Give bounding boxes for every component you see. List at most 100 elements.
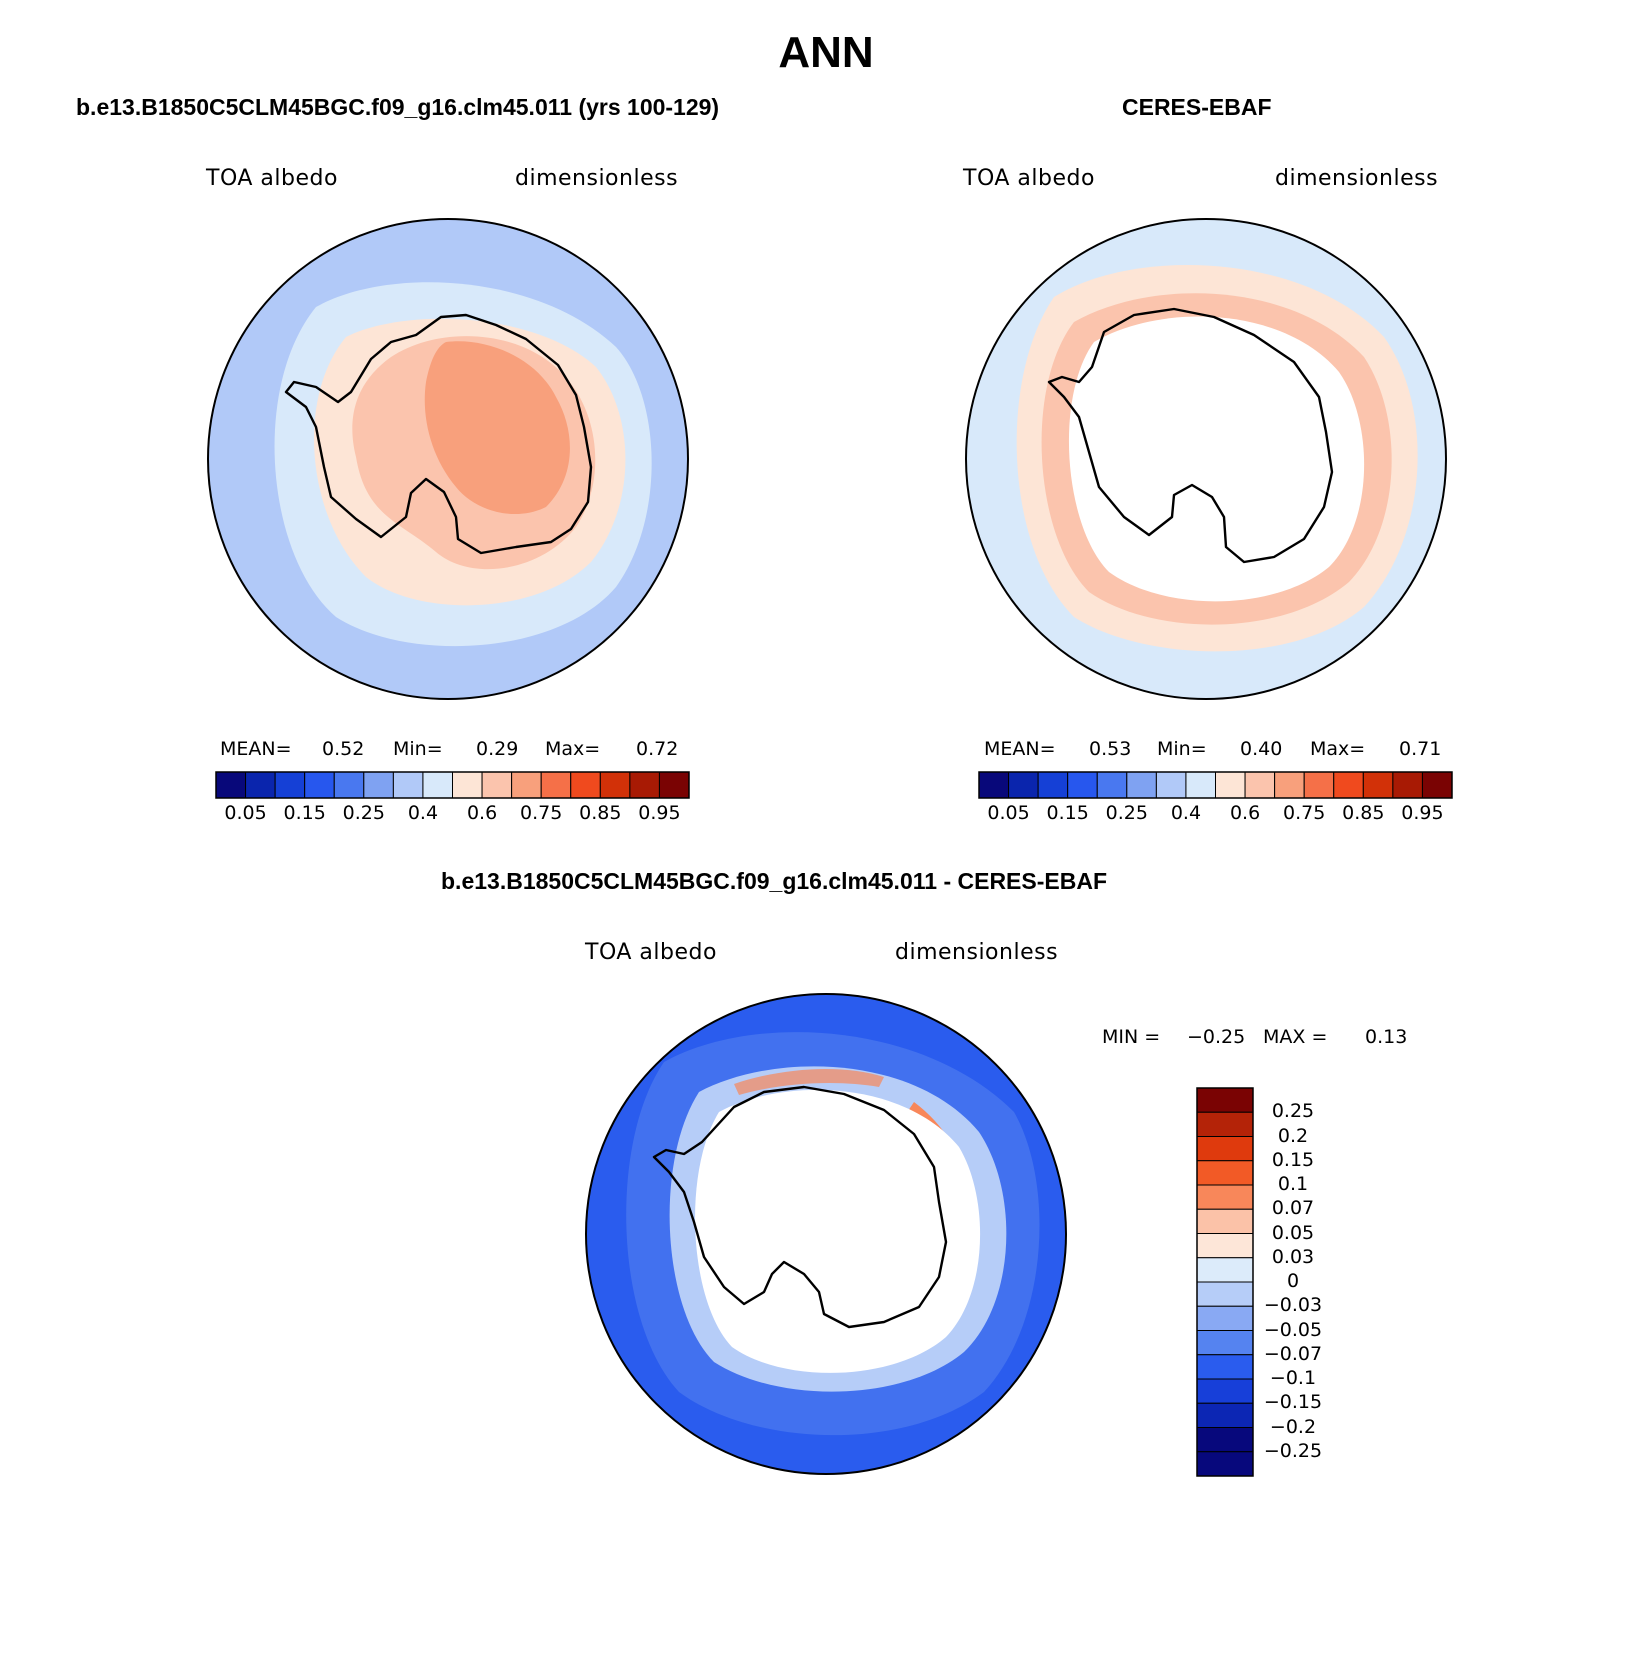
- map-boundary: [207, 218, 689, 700]
- colorbar-swatch: [452, 771, 483, 799]
- colorbar-tick-label: 0.25: [1271, 1100, 1315, 1123]
- no-data-region: [695, 1089, 981, 1373]
- colorbar-swatch: [1096, 771, 1128, 799]
- colorbar-tick-label: 0.15: [1046, 802, 1089, 824]
- panel-1-variable-label: TOA albedo: [206, 166, 338, 191]
- map-ceres: [965, 218, 1447, 700]
- colorbar-model: [215, 771, 690, 799]
- colorbar-swatch: [1037, 771, 1069, 799]
- colorbar-tick-label: 0.15: [283, 802, 326, 824]
- panel-2-title: CERES-EBAF: [1122, 94, 1272, 120]
- panel-3-units-label: dimensionless: [895, 940, 1059, 965]
- colorbar-tick-label: 0.4: [407, 802, 439, 824]
- colorbar-swatch: [1126, 771, 1157, 799]
- panel-1-min-value: 0.29: [476, 738, 519, 760]
- map-model: [207, 218, 689, 700]
- colorbar-ceres: [978, 771, 1453, 799]
- colorbar-frame: [1196, 1087, 1254, 1477]
- panel-1-min-label: Min=: [393, 738, 443, 760]
- panel-2-min-value: 0.40: [1240, 738, 1283, 760]
- colorbar-swatch: [1196, 1136, 1254, 1162]
- colorbar-tick-label: 0.85: [1342, 802, 1385, 824]
- panel-2-mean-label: MEAN=: [984, 738, 1056, 760]
- colorbar-tick-label: 0.95: [1401, 802, 1444, 824]
- colorbar-tick-label: 0.85: [579, 802, 622, 824]
- colorbar-swatch: [540, 771, 572, 799]
- colorbar-tick-label: 0.1: [1277, 1173, 1309, 1195]
- colorbar-swatch: [1196, 1427, 1254, 1453]
- panel-3-variable-label: TOA albedo: [585, 940, 717, 965]
- panel-1-max-label: Max=: [545, 738, 601, 760]
- ice-high-region: [424, 341, 570, 515]
- colorbar-swatch: [1196, 1208, 1254, 1234]
- colorbar-tick-label: 0.05: [1271, 1221, 1315, 1244]
- colorbar-frame: [215, 771, 690, 799]
- colorbar-swatch: [599, 771, 631, 799]
- antarctica-coastline: [1047, 307, 1334, 564]
- panel-1-mean-label: MEAN=: [220, 738, 292, 760]
- colorbar-swatch: [1196, 1233, 1254, 1259]
- colorbar-swatch: [1196, 1160, 1254, 1186]
- map-boundary: [965, 218, 1447, 700]
- colorbar-swatch: [304, 771, 335, 799]
- colorbar-swatch: [1196, 1330, 1254, 1356]
- colorbar-frame: [978, 771, 1453, 799]
- panel-1-units-label: dimensionless: [515, 166, 679, 191]
- colorbar-swatch: [1008, 771, 1039, 799]
- colorbar-tick-label: 0.05: [224, 802, 267, 824]
- antarctica-coastline: [652, 1085, 948, 1329]
- map-difference: [585, 993, 1067, 1475]
- colorbar-swatch: [629, 771, 660, 799]
- colorbar-tick-label: 0.6: [466, 802, 498, 824]
- panel-1-title: b.e13.B1850C5CLM45BGC.f09_g16.clm45.011 …: [76, 94, 720, 120]
- colorbar-swatch: [392, 771, 424, 799]
- colorbar-tick-label: 0: [1286, 1270, 1300, 1292]
- panel-2-max-value: 0.71: [1399, 738, 1442, 760]
- colorbar-swatch: [1196, 1281, 1254, 1307]
- colorbar-tick-label: −0.15: [1263, 1391, 1323, 1414]
- colorbar-swatch: [1155, 771, 1187, 799]
- colorbar-difference: [1196, 1087, 1254, 1477]
- colorbar-tick-label: 0.75: [1283, 802, 1326, 824]
- colorbar-swatch: [1196, 1184, 1254, 1210]
- colorbar-swatch: [1196, 1354, 1254, 1380]
- panel-2-max-label: Max=: [1310, 738, 1366, 760]
- colorbar-swatch: [422, 771, 453, 799]
- colorbar-swatch: [511, 771, 542, 799]
- colorbar-tick-label: 0.15: [1271, 1148, 1315, 1171]
- colorbar-swatch: [570, 771, 601, 799]
- colorbar-swatch: [215, 771, 247, 799]
- colorbar-swatch: [1362, 771, 1394, 799]
- panel-1-max-value: 0.72: [636, 738, 679, 760]
- colorbar-tick-label: 0.25: [342, 802, 385, 824]
- colorbar-swatch: [1274, 771, 1305, 799]
- colorbar-tick-label: −0.03: [1263, 1294, 1323, 1317]
- colorbar-tick-label: −0.05: [1263, 1318, 1323, 1341]
- colorbar-tick-label: 0.6: [1229, 802, 1261, 824]
- colorbar-tick-label: −0.25: [1263, 1439, 1323, 1462]
- colorbar-swatch: [978, 771, 1010, 799]
- colorbar-tick-label: −0.2: [1269, 1415, 1317, 1438]
- colorbar-tick-label: 0.95: [638, 802, 681, 824]
- colorbar-tick-label: 0.25: [1105, 802, 1148, 824]
- panel-2-min-label: Min=: [1157, 738, 1207, 760]
- colorbar-tick-label: −0.1: [1269, 1367, 1317, 1389]
- colorbar-swatch: [274, 771, 306, 799]
- colorbar-swatch: [1421, 771, 1453, 799]
- colorbar-tick-label: −0.07: [1263, 1342, 1323, 1365]
- panel-3-max-value: 0.13: [1365, 1026, 1408, 1048]
- colorbar-swatch: [1185, 771, 1216, 799]
- colorbar-swatch: [1067, 771, 1098, 799]
- no-data-region: [1068, 316, 1365, 602]
- panel-3-min-label: MIN =: [1102, 1026, 1161, 1048]
- colorbar-swatch: [1196, 1305, 1254, 1331]
- colorbar-swatch: [363, 771, 394, 799]
- colorbar-tick-label: 0.05: [987, 802, 1030, 824]
- colorbar-swatch: [1333, 771, 1364, 799]
- colorbar-swatch: [1196, 1402, 1254, 1428]
- colorbar-tick-label: 0.75: [520, 802, 563, 824]
- colorbar-swatch: [1392, 771, 1423, 799]
- colorbar-swatch: [1196, 1257, 1254, 1283]
- panel-2-variable-label: TOA albedo: [963, 166, 1095, 191]
- colorbar-swatch: [1303, 771, 1335, 799]
